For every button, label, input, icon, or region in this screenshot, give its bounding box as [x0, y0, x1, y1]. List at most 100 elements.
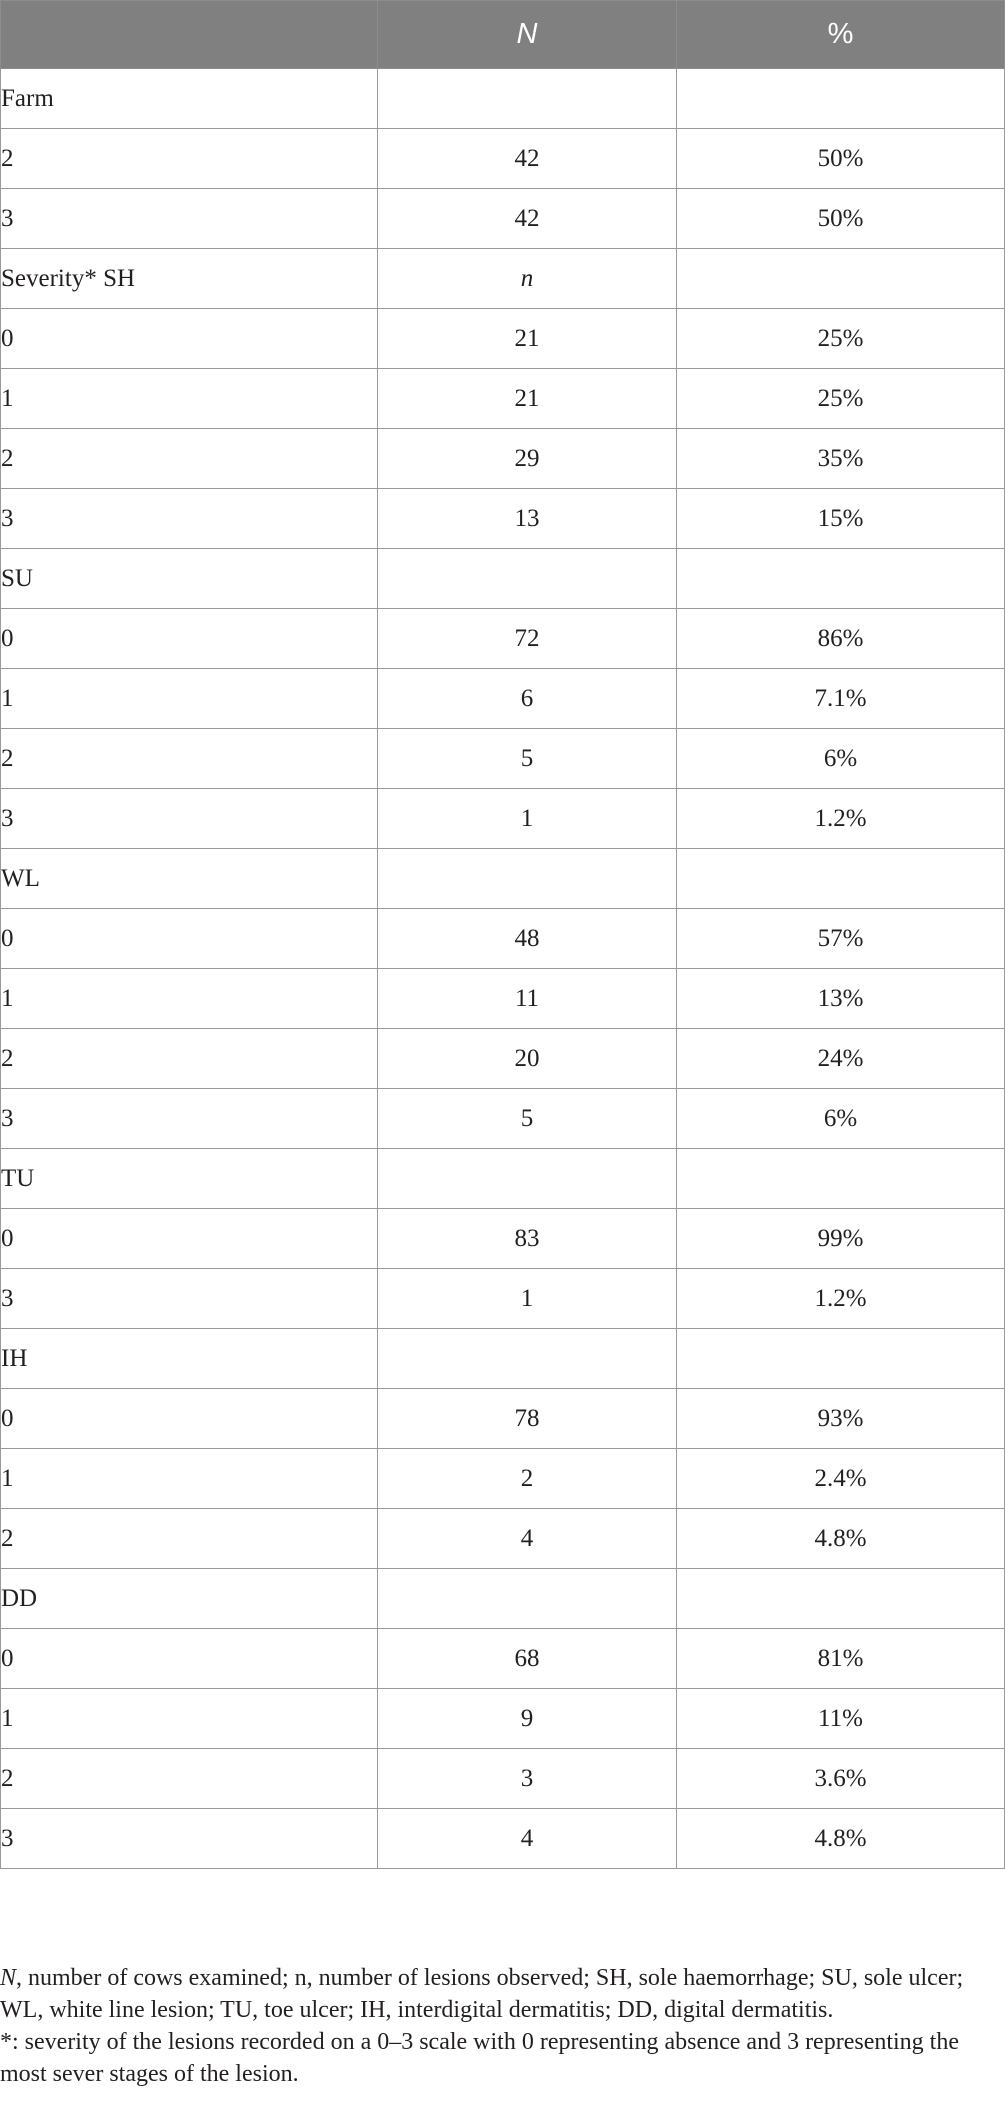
group-n-label: n	[377, 248, 677, 309]
severity-level: 3	[0, 488, 378, 549]
count-cell: 11	[377, 968, 677, 1029]
severity-level: 1	[0, 668, 378, 729]
header-n: N	[377, 0, 677, 69]
group-percent-empty	[676, 848, 1005, 909]
group-n-label	[377, 1148, 677, 1209]
percent-cell: 81%	[676, 1628, 1005, 1689]
percent-cell: 3.6%	[676, 1748, 1005, 1809]
table-row: 2 29 35%	[0, 428, 1005, 489]
count-cell: 6	[377, 668, 677, 729]
percent-cell: 99%	[676, 1208, 1005, 1269]
table-container: N % Farm 2 42 50% 3 42 50% Severity* SH n 0 21 25% 1…	[0, 0, 1005, 1869]
count-cell: 5	[377, 1088, 677, 1149]
group-percent-empty	[676, 1568, 1005, 1629]
group-label: SU	[0, 548, 378, 609]
percent-cell: 93%	[676, 1388, 1005, 1449]
severity-level: 3	[0, 188, 378, 249]
group-n-label	[377, 848, 677, 909]
group-row: IH	[0, 1328, 1005, 1389]
table-body: Farm 2 42 50% 3 42 50% Severity* SH n 0 21 25% 1 21 25…	[0, 68, 1005, 1869]
percent-cell: 15%	[676, 488, 1005, 549]
percent-cell: 11%	[676, 1688, 1005, 1749]
table-row: 3 1 1.2%	[0, 1268, 1005, 1329]
table-row: 2 3 3.6%	[0, 1748, 1005, 1809]
percent-cell: 25%	[676, 308, 1005, 369]
severity-level: 2	[0, 1028, 378, 1089]
severity-level: 2	[0, 1748, 378, 1809]
severity-level: 0	[0, 1628, 378, 1689]
count-cell: 48	[377, 908, 677, 969]
footnote-lead: N	[0, 1965, 17, 1991]
group-n-label	[377, 68, 677, 129]
severity-level: 1	[0, 968, 378, 1029]
count-cell: 42	[377, 128, 677, 189]
table-row: 2 20 24%	[0, 1028, 1005, 1089]
table-row: 1 11 13%	[0, 968, 1005, 1029]
percent-cell: 6%	[676, 728, 1005, 789]
severity-level: 3	[0, 1808, 378, 1869]
group-percent-empty	[676, 548, 1005, 609]
header-row: N %	[0, 0, 1005, 69]
percent-cell: 50%	[676, 128, 1005, 189]
percent-cell: 4.8%	[676, 1808, 1005, 1869]
table-row: 3 42 50%	[0, 188, 1005, 249]
footnote-abbreviations: N, number of cows examined; n, number of…	[0, 1962, 1000, 2026]
severity-level: 2	[0, 728, 378, 789]
severity-level: 0	[0, 308, 378, 369]
group-row: DD	[0, 1568, 1005, 1629]
count-cell: 68	[377, 1628, 677, 1689]
group-row: Severity* SH n	[0, 248, 1005, 309]
header-percent: %	[676, 0, 1005, 69]
severity-level: 0	[0, 1388, 378, 1449]
table-row: 0 21 25%	[0, 308, 1005, 369]
severity-level: 3	[0, 1088, 378, 1149]
table-row: 3 1 1.2%	[0, 788, 1005, 849]
percent-cell: 1.2%	[676, 788, 1005, 849]
group-n-label	[377, 548, 677, 609]
table-row: 2 42 50%	[0, 128, 1005, 189]
count-cell: 1	[377, 1268, 677, 1329]
table-row: 0 78 93%	[0, 1388, 1005, 1449]
percent-cell: 86%	[676, 608, 1005, 669]
count-cell: 78	[377, 1388, 677, 1449]
table-row: 0 83 99%	[0, 1208, 1005, 1269]
group-row: TU	[0, 1148, 1005, 1209]
severity-level: 2	[0, 1508, 378, 1569]
severity-level: 2	[0, 428, 378, 489]
table-row: 0 68 81%	[0, 1628, 1005, 1689]
table-row: 3 4 4.8%	[0, 1808, 1005, 1869]
count-cell: 2	[377, 1448, 677, 1509]
percent-cell: 7.1%	[676, 668, 1005, 729]
table-row: 1 21 25%	[0, 368, 1005, 429]
table-row: 1 6 7.1%	[0, 668, 1005, 729]
table-row: 0 48 57%	[0, 908, 1005, 969]
group-row: WL	[0, 848, 1005, 909]
group-percent-empty	[676, 68, 1005, 129]
count-cell: 4	[377, 1808, 677, 1869]
percent-cell: 4.8%	[676, 1508, 1005, 1569]
group-label: Farm	[0, 68, 378, 129]
group-label: IH	[0, 1328, 378, 1389]
severity-level: 2	[0, 128, 378, 189]
group-n-label	[377, 1328, 677, 1389]
group-label: TU	[0, 1148, 378, 1209]
lesion-table: N % Farm 2 42 50% 3 42 50% Severity* SH n 0 21 25% 1…	[0, 0, 1005, 1869]
table-row: 2 5 6%	[0, 728, 1005, 789]
table-row: 1 2 2.4%	[0, 1448, 1005, 1509]
group-percent-empty	[676, 1328, 1005, 1389]
count-cell: 21	[377, 368, 677, 429]
count-cell: 9	[377, 1688, 677, 1749]
footnote-abbreviations-text: , number of cows examined; n, number of …	[0, 1965, 964, 2023]
group-row: SU	[0, 548, 1005, 609]
table-row: 3 13 15%	[0, 488, 1005, 549]
severity-level: 1	[0, 368, 378, 429]
group-row: Farm	[0, 68, 1005, 129]
severity-level: 1	[0, 1448, 378, 1509]
severity-level: 1	[0, 1688, 378, 1749]
count-cell: 72	[377, 608, 677, 669]
percent-cell: 57%	[676, 908, 1005, 969]
severity-level: 3	[0, 1268, 378, 1329]
count-cell: 4	[377, 1508, 677, 1569]
count-cell: 1	[377, 788, 677, 849]
count-cell: 3	[377, 1748, 677, 1809]
